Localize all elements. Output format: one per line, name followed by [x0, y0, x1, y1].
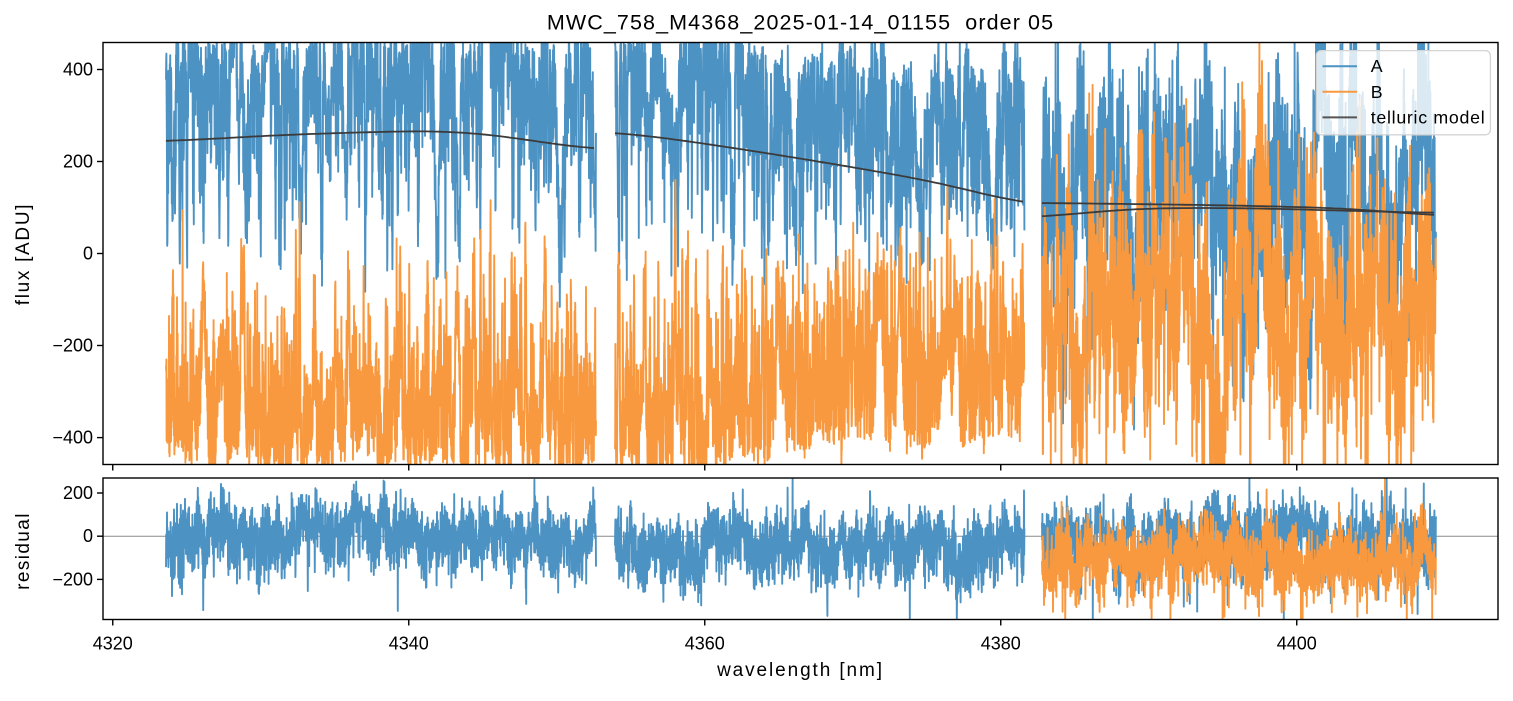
svg-text:residual: residual	[13, 512, 34, 590]
svg-text:4340: 4340	[389, 634, 429, 654]
svg-text:flux [ADU]: flux [ADU]	[13, 203, 34, 306]
svg-text:B: B	[1371, 82, 1384, 102]
svg-text:0: 0	[83, 244, 93, 264]
svg-text:200: 200	[63, 483, 93, 503]
svg-text:4320: 4320	[93, 634, 133, 654]
svg-text:400: 400	[63, 60, 93, 80]
svg-text:wavelength [nm]: wavelength [nm]	[716, 660, 884, 681]
svg-text:4360: 4360	[685, 634, 725, 654]
svg-text:A: A	[1371, 56, 1384, 76]
svg-text:−200: −200	[52, 569, 93, 589]
svg-text:200: 200	[63, 152, 93, 172]
svg-text:4400: 4400	[1277, 634, 1317, 654]
svg-text:−200: −200	[52, 336, 93, 356]
svg-text:−400: −400	[52, 428, 93, 448]
svg-text:0: 0	[83, 526, 93, 546]
svg-text:telluric model: telluric model	[1371, 107, 1486, 127]
svg-text:MWC_758_M4368_2025-01-14_01155: MWC_758_M4368_2025-01-14_01155 order 05	[547, 11, 1054, 35]
svg-text:4380: 4380	[981, 634, 1021, 654]
